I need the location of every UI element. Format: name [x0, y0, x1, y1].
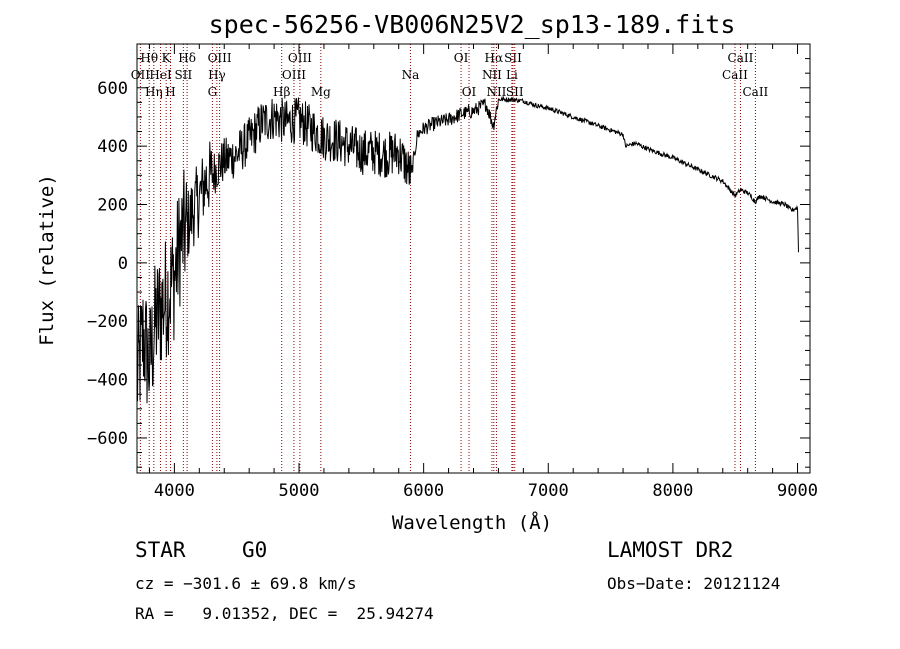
- object-class: STAR: [135, 538, 186, 562]
- y-tick-label: −200: [87, 312, 128, 332]
- spectral-line-label: Mg: [311, 85, 331, 99]
- spectral-line-label: G: [208, 85, 218, 99]
- y-axis-label: Flux (relative): [36, 174, 58, 346]
- x-tick-label: 8000: [652, 481, 693, 501]
- spectral-line-label: CaII: [728, 51, 754, 65]
- x-axis: 4000 5000 6000 7000 8000 9000: [148, 44, 818, 501]
- y-tick-label: 0: [118, 254, 128, 274]
- chart-title: spec-56256-VB006N25V2_sp13-189.fits: [209, 10, 736, 39]
- x-tick-label: 5000: [279, 481, 320, 501]
- spectral-line-label: CaII: [742, 85, 768, 99]
- redshift-readout: cz = −301.6 ± 69.8 km/s: [135, 574, 357, 593]
- spectrum-line: [136, 95, 799, 404]
- object-subclass: G0: [242, 538, 268, 562]
- spectral-line-label: SII: [504, 51, 522, 65]
- observation-date: Obs−Date: 20121124: [607, 574, 781, 593]
- spectral-line-label: Na: [402, 68, 420, 82]
- spectral-line-label: K: [162, 51, 172, 65]
- y-tick-label: 600: [97, 79, 128, 99]
- spectral-line-label: OII: [131, 68, 151, 82]
- x-tick-label: 4000: [154, 481, 195, 501]
- spectral-line-label: OI: [462, 85, 477, 99]
- spectral-line-label: Hη: [145, 85, 163, 99]
- x-tick-label: 6000: [403, 481, 444, 501]
- spectral-line-label: Hα: [485, 51, 504, 65]
- spectral-line-label: OIII: [288, 51, 312, 65]
- spectral-line-label: HeI: [149, 68, 172, 82]
- y-tick-label: 200: [97, 196, 128, 216]
- spectrum-series: [136, 95, 799, 404]
- spectral-line-label: Hγ: [208, 68, 226, 82]
- spectral-line-label: SII: [506, 85, 524, 99]
- spectral-line-label: H: [165, 85, 175, 99]
- spectral-line-label: NII: [482, 68, 502, 82]
- y-tick-label: 400: [97, 137, 128, 157]
- spectral-line-label: OI: [454, 51, 469, 65]
- spectral-line-label: Li: [506, 68, 518, 82]
- x-tick-label: 9000: [777, 481, 818, 501]
- x-axis-label: Wavelength (Å): [392, 511, 552, 534]
- spectral-line-label: Hβ: [273, 85, 290, 99]
- spectral-line-label: NII: [486, 85, 506, 99]
- y-tick-label: −400: [87, 371, 128, 391]
- spectral-line-label: CaII: [722, 68, 748, 82]
- spectral-line-label: SII: [175, 68, 193, 82]
- y-axis: −600 −400 −200 0 200 400 600: [87, 58, 810, 468]
- spectral-line-label: Hθ: [140, 51, 158, 65]
- spectral-line-label: Hδ: [178, 51, 196, 65]
- spectral-line-label: OIII: [282, 68, 306, 82]
- y-tick-label: −600: [87, 429, 128, 449]
- spectral-line-label: OIII: [208, 51, 232, 65]
- coordinates-readout: RA = 9.01352, DEC = 25.94274: [135, 604, 434, 623]
- x-tick-label: 7000: [528, 481, 569, 501]
- survey-name: LAMOST DR2: [607, 538, 734, 562]
